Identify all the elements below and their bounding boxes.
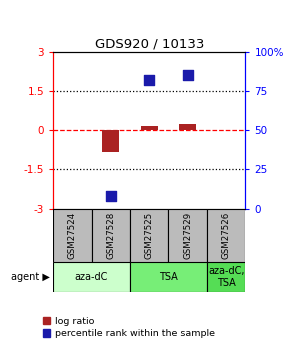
Point [185,72,190,78]
Bar [130,209,168,262]
Title: GDS920 / 10133: GDS920 / 10133 [95,38,204,51]
Bar [102,130,119,152]
Bar [92,209,130,262]
Bar [207,262,245,292]
Text: GSM27528: GSM27528 [106,212,115,259]
Text: TSA: TSA [159,272,178,282]
Point [147,77,152,83]
Text: GSM27524: GSM27524 [68,212,77,259]
Bar [130,262,207,292]
Bar [141,126,158,130]
Bar [168,209,207,262]
Text: agent ▶: agent ▶ [11,272,49,282]
Text: GSM27526: GSM27526 [222,212,231,259]
Bar [53,262,130,292]
Text: GSM27529: GSM27529 [183,212,192,259]
Legend: log ratio, percentile rank within the sample: log ratio, percentile rank within the sa… [43,317,215,338]
Bar [207,209,245,262]
Bar [53,209,92,262]
Bar [179,125,196,130]
Point [108,194,113,199]
Text: aza-dC,
TSA: aza-dC, TSA [208,266,245,288]
Text: GSM27525: GSM27525 [145,212,154,259]
Text: aza-dC: aza-dC [75,272,108,282]
